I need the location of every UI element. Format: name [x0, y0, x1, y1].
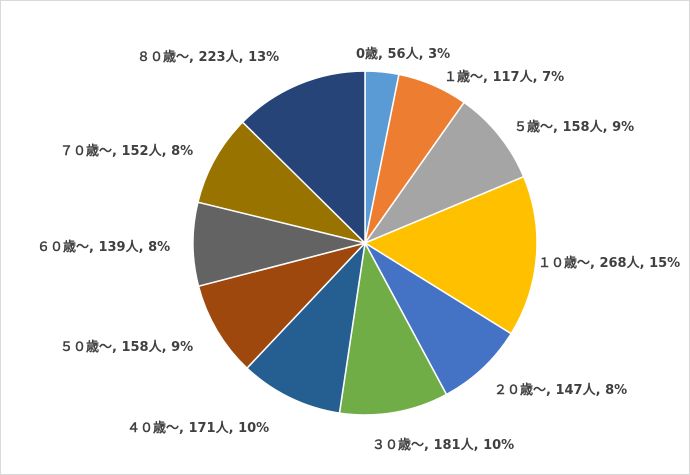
- data-label-7: ５０歳～, 158人, 9%: [60, 339, 193, 355]
- pie-slice-3: [363, 175, 538, 335]
- data-label-8: ６０歳～, 139人, 8%: [37, 239, 170, 255]
- data-label-9: ７０歳～, 152人, 8%: [60, 143, 193, 159]
- pie-slices: [192, 70, 538, 416]
- data-label-2: ５歳～, 158人, 9%: [514, 119, 634, 135]
- pie-slice-7: [197, 241, 368, 370]
- data-label-6: ４０歳～, 171人, 10%: [127, 420, 269, 436]
- pie-slice-2: [362, 101, 525, 245]
- pie-slice-6: [245, 240, 367, 414]
- pie-slice-10: [241, 70, 366, 245]
- data-labels: 0歳, 56人, 3% １歳～, 117人, 7% ５歳～, 158人, 9% …: [37, 46, 680, 453]
- data-label-5: ３０歳～, 181人, 10%: [372, 437, 514, 453]
- data-label-3: １０歳～, 268人, 15%: [538, 255, 680, 271]
- data-label-4: ２０歳～, 147人, 8%: [494, 382, 627, 398]
- pie-slice-5: [338, 240, 448, 416]
- data-label-1: １歳～, 117人, 7%: [444, 69, 564, 85]
- pie-slice-9: [197, 121, 368, 245]
- data-label-10: ８０歳～, 223人, 13%: [137, 49, 279, 65]
- data-label-0: 0歳, 56人, 3%: [356, 46, 450, 62]
- pie-slice-4: [363, 240, 513, 396]
